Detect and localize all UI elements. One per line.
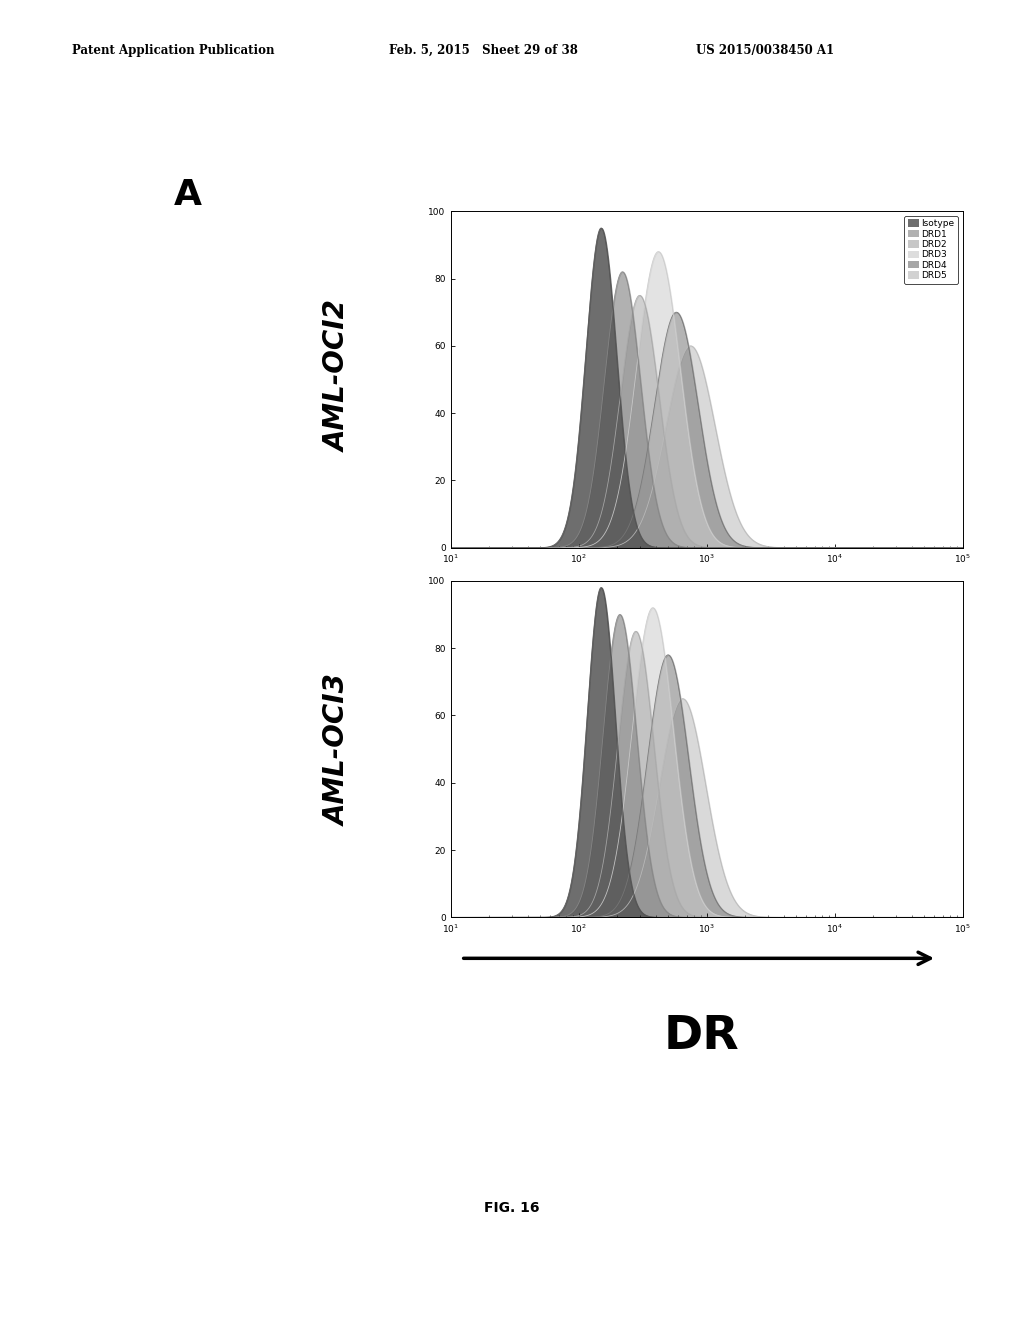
Text: AML-OCI2: AML-OCI2 <box>324 300 352 453</box>
Text: US 2015/0038450 A1: US 2015/0038450 A1 <box>696 44 835 57</box>
Text: Patent Application Publication: Patent Application Publication <box>72 44 274 57</box>
Text: Feb. 5, 2015   Sheet 29 of 38: Feb. 5, 2015 Sheet 29 of 38 <box>389 44 578 57</box>
Legend: Isotype, DRD1, DRD2, DRD3, DRD4, DRD5: Isotype, DRD1, DRD2, DRD3, DRD4, DRD5 <box>904 215 958 284</box>
Text: AML-OCI3: AML-OCI3 <box>324 673 352 826</box>
Text: DR: DR <box>664 1014 739 1059</box>
Text: A: A <box>174 178 202 213</box>
Text: FIG. 16: FIG. 16 <box>484 1201 540 1214</box>
